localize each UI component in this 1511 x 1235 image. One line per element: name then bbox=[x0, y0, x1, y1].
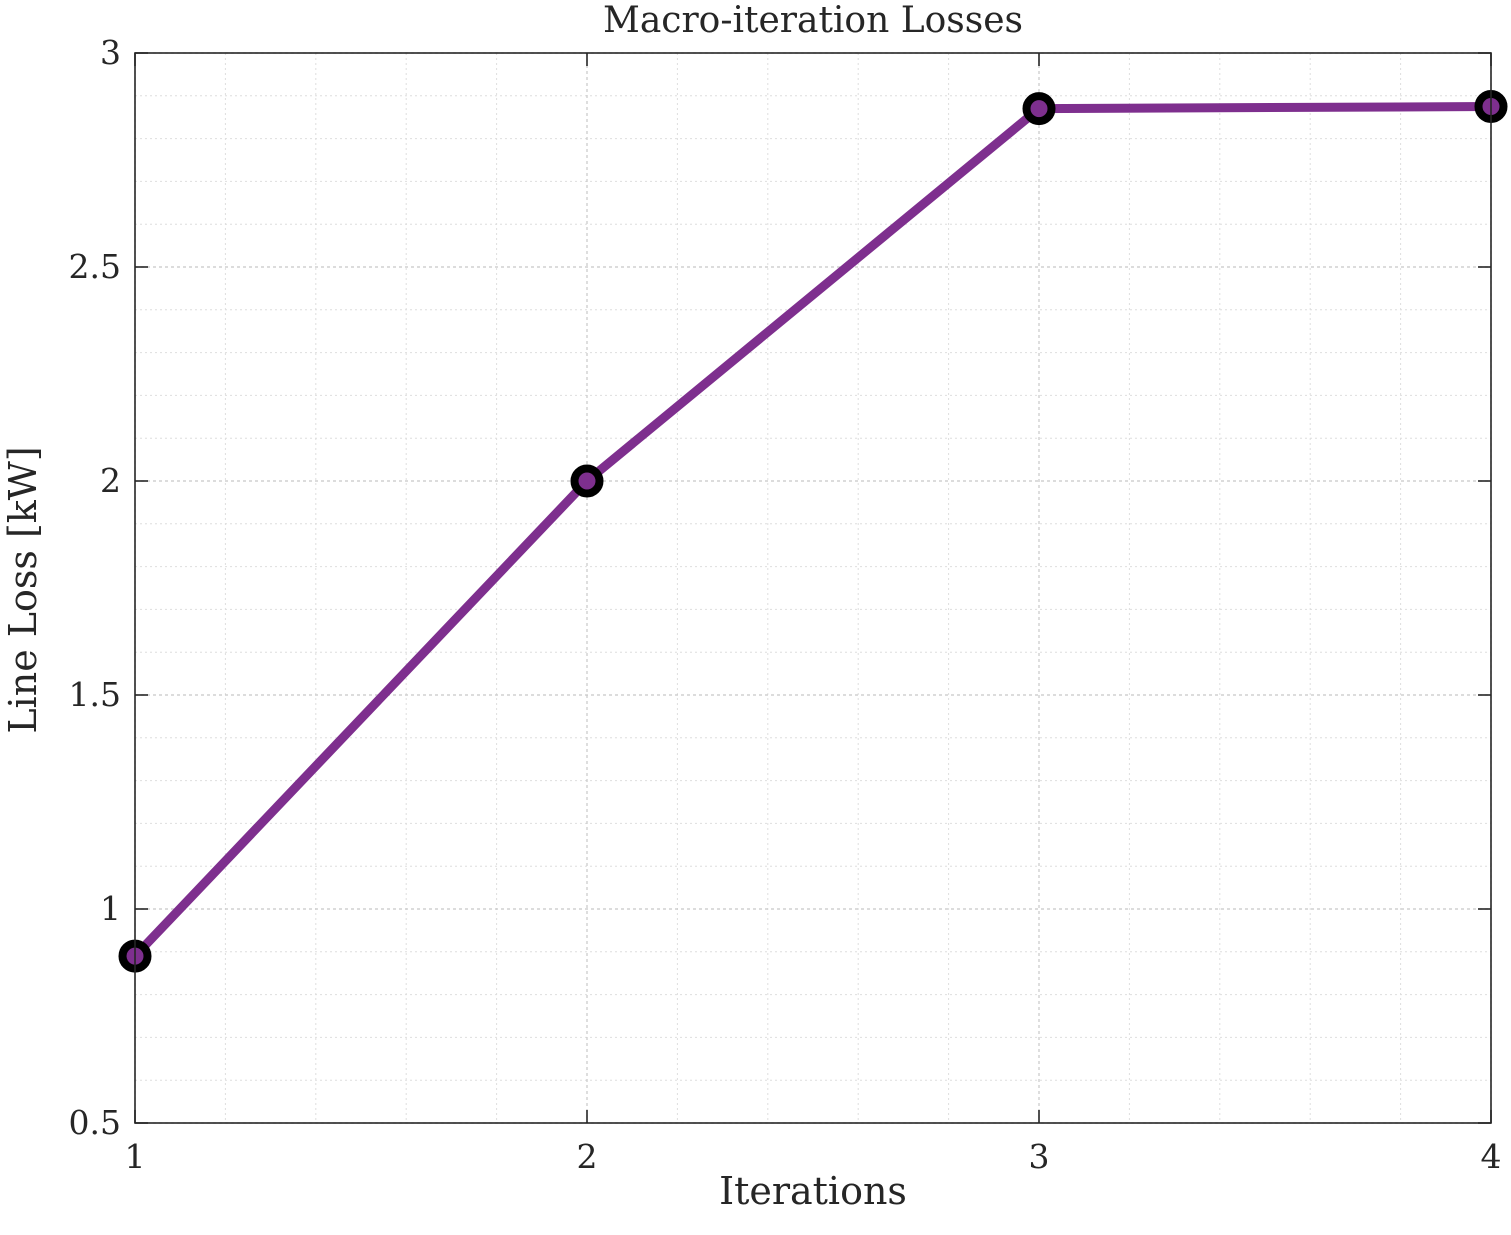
y-tick-label: 0.5 bbox=[69, 1103, 121, 1142]
major-grid bbox=[134, 52, 1492, 1124]
series-line bbox=[130, 102, 1496, 961]
minor-grid bbox=[135, 53, 1491, 1123]
tick-labels: 1 2 3 40.511.522.53 bbox=[69, 33, 1502, 1176]
y-tick-label: 1 bbox=[100, 889, 121, 928]
axes-box bbox=[134, 52, 1492, 1124]
chart-title: Macro-iteration Losses bbox=[603, 0, 1023, 41]
x-tick-label: 4 bbox=[1481, 1137, 1502, 1176]
axis-ticks bbox=[134, 52, 1492, 1124]
x-axis-label: Iterations bbox=[719, 1169, 907, 1213]
series-marker-layer bbox=[118, 90, 1508, 973]
data-point-marker bbox=[570, 464, 604, 498]
y-tick-label: 2.5 bbox=[69, 247, 121, 286]
y-tick-label: 1.5 bbox=[69, 675, 121, 714]
y-tick-label: 2 bbox=[100, 461, 121, 500]
y-tick-label: 3 bbox=[100, 33, 121, 72]
x-tick-label: 1 bbox=[125, 1137, 146, 1176]
x-tick-label: 3 bbox=[1029, 1137, 1050, 1176]
x-tick-label: 2 bbox=[577, 1137, 598, 1176]
series-line-layer bbox=[130, 102, 1496, 961]
y-axis-label: Line Loss [kW] bbox=[1, 446, 45, 733]
data-point-marker bbox=[1022, 92, 1056, 126]
